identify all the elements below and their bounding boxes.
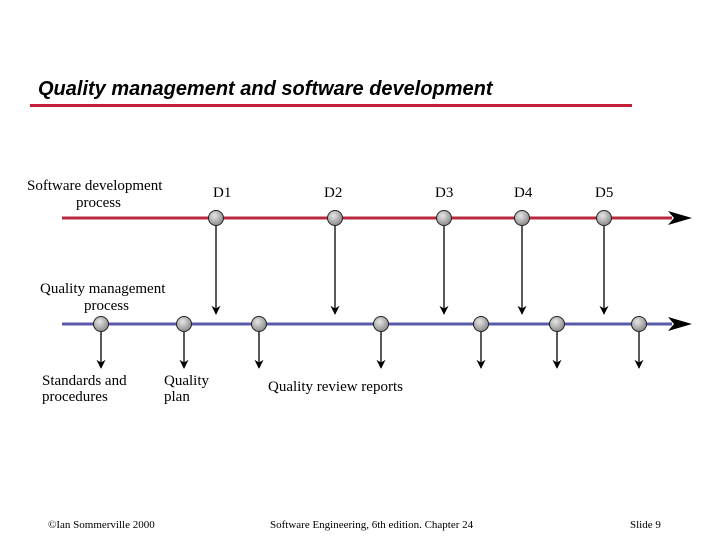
qm-node bbox=[93, 316, 109, 332]
deliverable-label-d1: D1 bbox=[213, 185, 231, 201]
qm-node bbox=[631, 316, 647, 332]
qm-node bbox=[176, 316, 192, 332]
deliverable-label-d4: D4 bbox=[514, 185, 533, 201]
quality-review-reports-label: Quality review reports bbox=[268, 379, 403, 395]
footer-book: Software Engineering, 6th edition. Chapt… bbox=[270, 519, 474, 531]
slide-title: Quality management and software developm… bbox=[38, 78, 493, 100]
title-rule bbox=[30, 104, 632, 107]
deliverable-label-d2: D2 bbox=[324, 185, 342, 201]
deliverable-node-d3 bbox=[436, 210, 452, 226]
deliverable-label-d5: D5 bbox=[595, 185, 613, 201]
footer-slide-number: Slide 9 bbox=[630, 519, 661, 531]
qm-node bbox=[549, 316, 565, 332]
qm-process-label: Quality management process bbox=[40, 281, 169, 314]
deliverable-node-d1 bbox=[208, 210, 224, 226]
dev-process-label: Software development process bbox=[27, 178, 166, 211]
qm-node bbox=[473, 316, 489, 332]
standards-procedures-label: Standards and procedures bbox=[42, 373, 130, 405]
quality-plan-label: Quality plan bbox=[164, 373, 213, 405]
qm-node bbox=[373, 316, 389, 332]
qm-node bbox=[251, 316, 267, 332]
deliverable-node-d5 bbox=[596, 210, 612, 226]
dev-process-arrowhead bbox=[668, 211, 692, 225]
qm-process-arrowhead bbox=[668, 317, 692, 331]
deliverable-node-d4 bbox=[514, 210, 530, 226]
deliverable-label-d3: D3 bbox=[435, 185, 453, 201]
footer-copyright: ©Ian Sommerville 2000 bbox=[48, 519, 155, 531]
deliverable-node-d2 bbox=[327, 210, 343, 226]
